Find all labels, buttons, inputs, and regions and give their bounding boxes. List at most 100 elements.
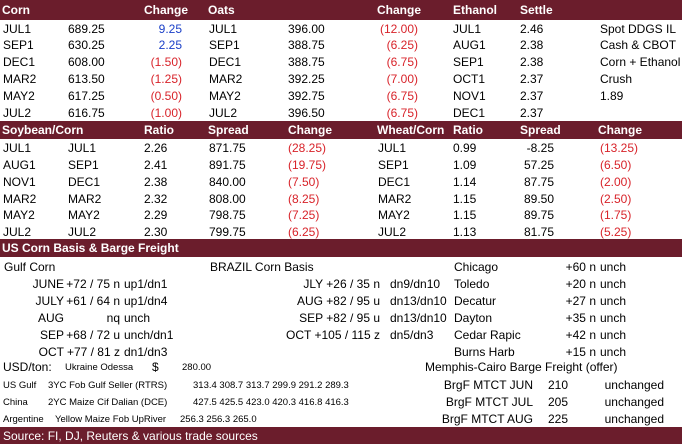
header-wheat-corn: Wheat/Corn — [377, 123, 445, 137]
wheatcorn-change: (2.00) — [600, 175, 632, 189]
ddgs-note: 1.89 — [600, 89, 624, 103]
corn-change: 2.25 — [158, 38, 182, 52]
wheat-month: MAY2 — [378, 208, 410, 222]
basis-city: Cedar Rapic — [454, 328, 521, 342]
header-settle: Settle — [520, 3, 553, 17]
soycorn-change: (8.25) — [288, 192, 320, 206]
wheat-month: MAR2 — [378, 192, 412, 206]
ethanol-month: DEC1 — [453, 106, 486, 120]
header-spread-wheat: Spread — [520, 123, 561, 137]
header-ratio-wheat: Ratio — [453, 123, 483, 137]
ethanol-settle: 2.37 — [520, 106, 544, 120]
corn-change: 9.25 — [158, 22, 182, 36]
barge-label: BrgF MTCT JUN — [443, 378, 533, 392]
oats-change: (6.25) — [386, 38, 418, 52]
header-band-3 — [0, 239, 682, 257]
usd-ton-value: 280.00 — [182, 362, 212, 373]
fob-description: 3YC Fob Gulf Seller (RTRS) — [48, 380, 168, 391]
header-basis-barge: US Corn Basis & Barge Freight — [2, 241, 179, 255]
fob-origin: US Gulf — [3, 380, 37, 391]
fob-origin: Argentine — [3, 414, 44, 425]
brazil-change: dn9/dn10 — [390, 277, 441, 291]
ethanol-month: JUL1 — [453, 22, 482, 36]
gulf-change: unch — [124, 311, 151, 325]
header-spread: Spread — [208, 123, 249, 137]
brazil-basis: JLY +26 / 35 n — [303, 277, 380, 291]
fob-values: 313.4 308.7 313.7 299.9 291.2 289.3 — [193, 380, 349, 391]
brazil-change: dn13/dn10 — [390, 294, 447, 308]
oats-price: 396.50 — [288, 106, 325, 120]
corn-month: DEC1 — [68, 175, 101, 189]
basis-city: Chicago — [454, 260, 499, 274]
basis-city: Decatur — [454, 294, 497, 308]
city-basis: +27 n — [565, 294, 596, 308]
ddgs-note: Cash & CBOT — [600, 38, 677, 52]
gulf-basis: nq — [106, 311, 120, 325]
oats-change: (6.75) — [386, 106, 418, 120]
header-band-1 — [0, 0, 682, 20]
corn-month: MAR2 — [68, 192, 102, 206]
city-change: unch — [600, 345, 627, 359]
wheat-month: JUL2 — [378, 225, 407, 239]
wheat-month: JUL1 — [378, 141, 407, 155]
oats-price: 396.00 — [288, 22, 325, 36]
oats-price: 388.75 — [288, 55, 325, 69]
corn-month: SEP1 — [3, 38, 34, 52]
ethanol-settle: 2.37 — [520, 89, 544, 103]
usd-ton-currency: $ — [152, 360, 159, 374]
header-change-soy: Change — [288, 123, 333, 137]
wheatcorn-ratio: 1.13 — [453, 225, 477, 239]
soycorn-spread: 799.75 — [209, 225, 246, 239]
header-corn: Corn — [2, 3, 30, 17]
corn-month: JUL1 — [68, 141, 97, 155]
brazil-basis: SEP +82 / 95 u — [299, 311, 380, 325]
brazil-basis: OCT +105 / 115 z — [286, 328, 380, 342]
corn-month: MAY2 — [3, 89, 35, 103]
fob-description: 2YC Maize Cif Dalian (DCE) — [48, 397, 168, 408]
oats-change: (7.00) — [386, 72, 418, 86]
wheatcorn-change: (13.25) — [600, 141, 639, 155]
wheatcorn-ratio: 1.09 — [453, 158, 477, 172]
soycorn-ratio: 2.26 — [144, 141, 168, 155]
ethanol-settle: 2.37 — [520, 72, 544, 86]
footer-band — [0, 427, 682, 444]
corn-month: JUL2 — [3, 106, 32, 120]
memphis-title: Memphis-Cairo Barge Freight (offer) — [425, 360, 618, 374]
wheatcorn-ratio: 0.99 — [453, 141, 477, 155]
city-basis: +60 n — [565, 260, 596, 274]
wheat-month: DEC1 — [378, 175, 411, 189]
gulf-basis: +68 / 72 u — [66, 328, 120, 342]
city-basis: +20 n — [565, 277, 596, 291]
corn-month: JUL1 — [3, 22, 32, 36]
wheatcorn-ratio: 1.15 — [453, 192, 477, 206]
gulf-change: up1/dn4 — [124, 294, 168, 308]
oats-price: 388.75 — [288, 38, 325, 52]
fob-values: 427.5 425.5 423.0 420.3 416.8 416.3 — [193, 397, 349, 408]
barge-value: 225 — [547, 412, 568, 426]
barge-label: BrgF MTCT JUL — [445, 395, 533, 409]
usd-ton-source: Ukraine Odessa — [65, 362, 134, 373]
header-ratio: Ratio — [144, 123, 174, 137]
wheatcorn-spread: -8.25 — [526, 141, 554, 155]
soycorn-spread: 798.75 — [209, 208, 246, 222]
ethanol-month: OCT1 — [453, 72, 486, 86]
wheat-month: SEP1 — [378, 158, 409, 172]
oats-month: JUL1 — [209, 22, 238, 36]
ethanol-month: SEP1 — [453, 55, 484, 69]
soycorn-spread: 871.75 — [209, 141, 246, 155]
oats-month: MAY2 — [209, 89, 241, 103]
corn-price: 616.75 — [68, 106, 105, 120]
barge-value: 205 — [547, 395, 568, 409]
soycorn-ratio: 2.30 — [144, 225, 168, 239]
fob-description: Yellow Maize Fob UpRiver — [55, 414, 167, 425]
ethanol-settle: 2.38 — [520, 55, 544, 69]
ethanol-month: NOV1 — [453, 89, 486, 103]
corn-change: (0.50) — [150, 89, 182, 103]
corn-change: (1.00) — [150, 106, 182, 120]
header-change-oats: Change — [377, 3, 422, 17]
wheatcorn-spread: 57.25 — [523, 158, 554, 172]
soycorn-change: (7.25) — [288, 208, 320, 222]
gulf-change: up1/dn1 — [124, 277, 168, 291]
gulf-change: dn1/dn3 — [124, 345, 168, 359]
basis-city: Burns Harb — [454, 345, 515, 359]
